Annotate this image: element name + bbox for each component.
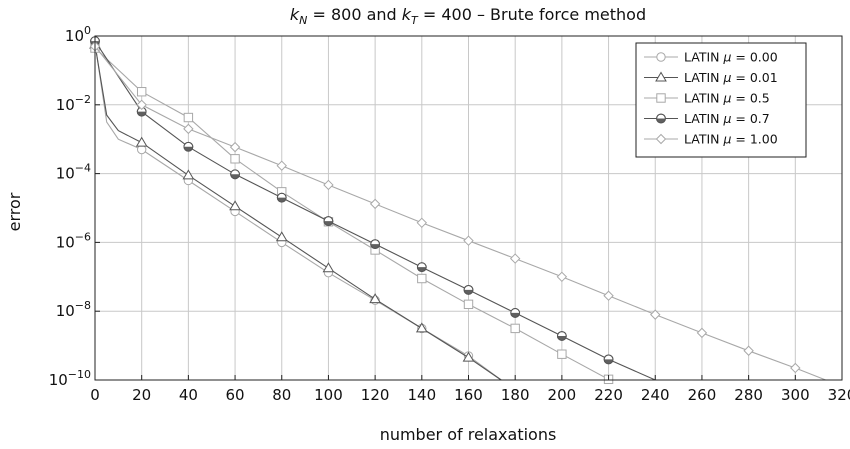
legend-marker <box>656 113 666 124</box>
data-point <box>463 284 474 295</box>
data-point <box>229 141 241 153</box>
data-point <box>322 262 335 273</box>
x-tick-label: 280 <box>734 386 763 404</box>
chart-title: kN = 800 and kT = 400 – Brute force meth… <box>290 5 646 27</box>
series-line <box>94 44 502 381</box>
legend-marker <box>656 93 666 103</box>
data-point <box>463 235 474 246</box>
data-point <box>510 323 520 334</box>
data-point <box>136 99 147 111</box>
x-tick-label: 20 <box>132 386 151 404</box>
data-point <box>650 309 661 320</box>
series-2 <box>90 43 614 385</box>
data-point <box>135 136 148 147</box>
data-point <box>230 154 240 164</box>
x-tick-label: 140 <box>407 386 436 404</box>
x-tick-label: 220 <box>594 386 623 404</box>
data-point <box>603 354 614 365</box>
data-point <box>556 271 568 283</box>
data-point <box>790 362 801 374</box>
data-point <box>183 141 194 152</box>
data-point <box>370 239 381 250</box>
series-3 <box>90 36 656 381</box>
data-point <box>230 169 240 180</box>
data-point <box>323 179 334 191</box>
x-axis-title: number of relaxations <box>380 425 557 444</box>
data-point <box>276 192 287 203</box>
y-tick-label: 100 <box>65 24 91 45</box>
legend-item: LATIN μ = 0.7 <box>644 111 770 126</box>
data-point <box>415 322 428 333</box>
legend: LATIN μ = 0.00 LATIN μ = 0.01 LATIN μ = 0.… <box>635 42 807 158</box>
data-point <box>229 200 241 211</box>
y-axis-title: error <box>5 192 24 231</box>
legend-label: LATIN μ = 0.5 <box>684 91 770 106</box>
series-0 <box>90 38 502 381</box>
legend-marker <box>655 133 667 145</box>
data-point <box>557 349 567 359</box>
series-line <box>94 42 502 381</box>
x-tick-label: 300 <box>781 386 810 404</box>
legend-label: LATIN μ = 0.01 <box>684 70 778 85</box>
legend-marker <box>656 52 666 62</box>
series-4 <box>89 41 826 381</box>
y-axis: 100 10−2 10−4 10−6 10−8 10−10 <box>49 24 100 389</box>
legend-label: LATIN μ = 1.00 <box>684 132 778 147</box>
legend-label: LATIN μ = 0.7 <box>684 111 770 126</box>
data-point <box>417 273 427 284</box>
data-point <box>462 351 475 362</box>
x-tick-label: 260 <box>688 386 717 404</box>
data-point <box>182 169 195 180</box>
series-line <box>94 47 614 381</box>
x-tick-label: 100 <box>314 386 343 404</box>
data-point <box>183 123 194 135</box>
y-tick-label: 10−2 <box>56 93 91 114</box>
data-point <box>416 262 427 273</box>
data-point <box>463 299 474 310</box>
x-tick-label: 0 <box>90 386 100 404</box>
data-point <box>556 331 567 341</box>
data-point <box>275 231 288 242</box>
legend-label: LATIN μ = 0.00 <box>684 50 778 65</box>
data-point <box>696 327 708 339</box>
data-point <box>276 160 287 171</box>
data-point <box>509 253 521 264</box>
x-tick-label: 180 <box>501 386 530 404</box>
x-tick-label: 40 <box>179 386 198 404</box>
x-tick-label: 120 <box>361 386 390 404</box>
x-tick-label: 200 <box>548 386 577 404</box>
legend-marker <box>655 71 667 82</box>
legend-item: LATIN μ = 0.01 <box>644 70 778 85</box>
x-tick-label: 320 <box>828 386 850 404</box>
data-point <box>416 217 428 228</box>
legend-item: LATIN μ = 0.5 <box>644 91 770 106</box>
x-tick-label: 80 <box>272 386 291 404</box>
data-point <box>510 308 521 318</box>
y-tick-label: 10−6 <box>56 230 91 251</box>
data-point <box>743 345 754 356</box>
data-point <box>323 216 334 226</box>
x-tick-label: 240 <box>641 386 670 404</box>
series-layer <box>89 36 826 385</box>
y-tick-label: 10−10 <box>49 368 91 389</box>
legend-item: LATIN μ = 0.00 <box>644 50 778 65</box>
x-tick-label: 60 <box>226 386 245 404</box>
data-point <box>603 290 614 301</box>
data-point <box>136 87 147 97</box>
series-1 <box>89 38 502 381</box>
data-point <box>369 293 381 304</box>
data-point <box>183 112 194 123</box>
y-tick-label: 10−8 <box>56 299 91 320</box>
legend-item: LATIN μ = 1.00 <box>644 132 778 147</box>
x-axis: 0 20 40 60 80 100 120 140 160 180 200 220 240 260 280 3… <box>90 375 850 404</box>
y-tick-label: 10−4 <box>56 162 91 183</box>
x-tick-label: 160 <box>454 386 483 404</box>
data-point <box>369 198 381 210</box>
